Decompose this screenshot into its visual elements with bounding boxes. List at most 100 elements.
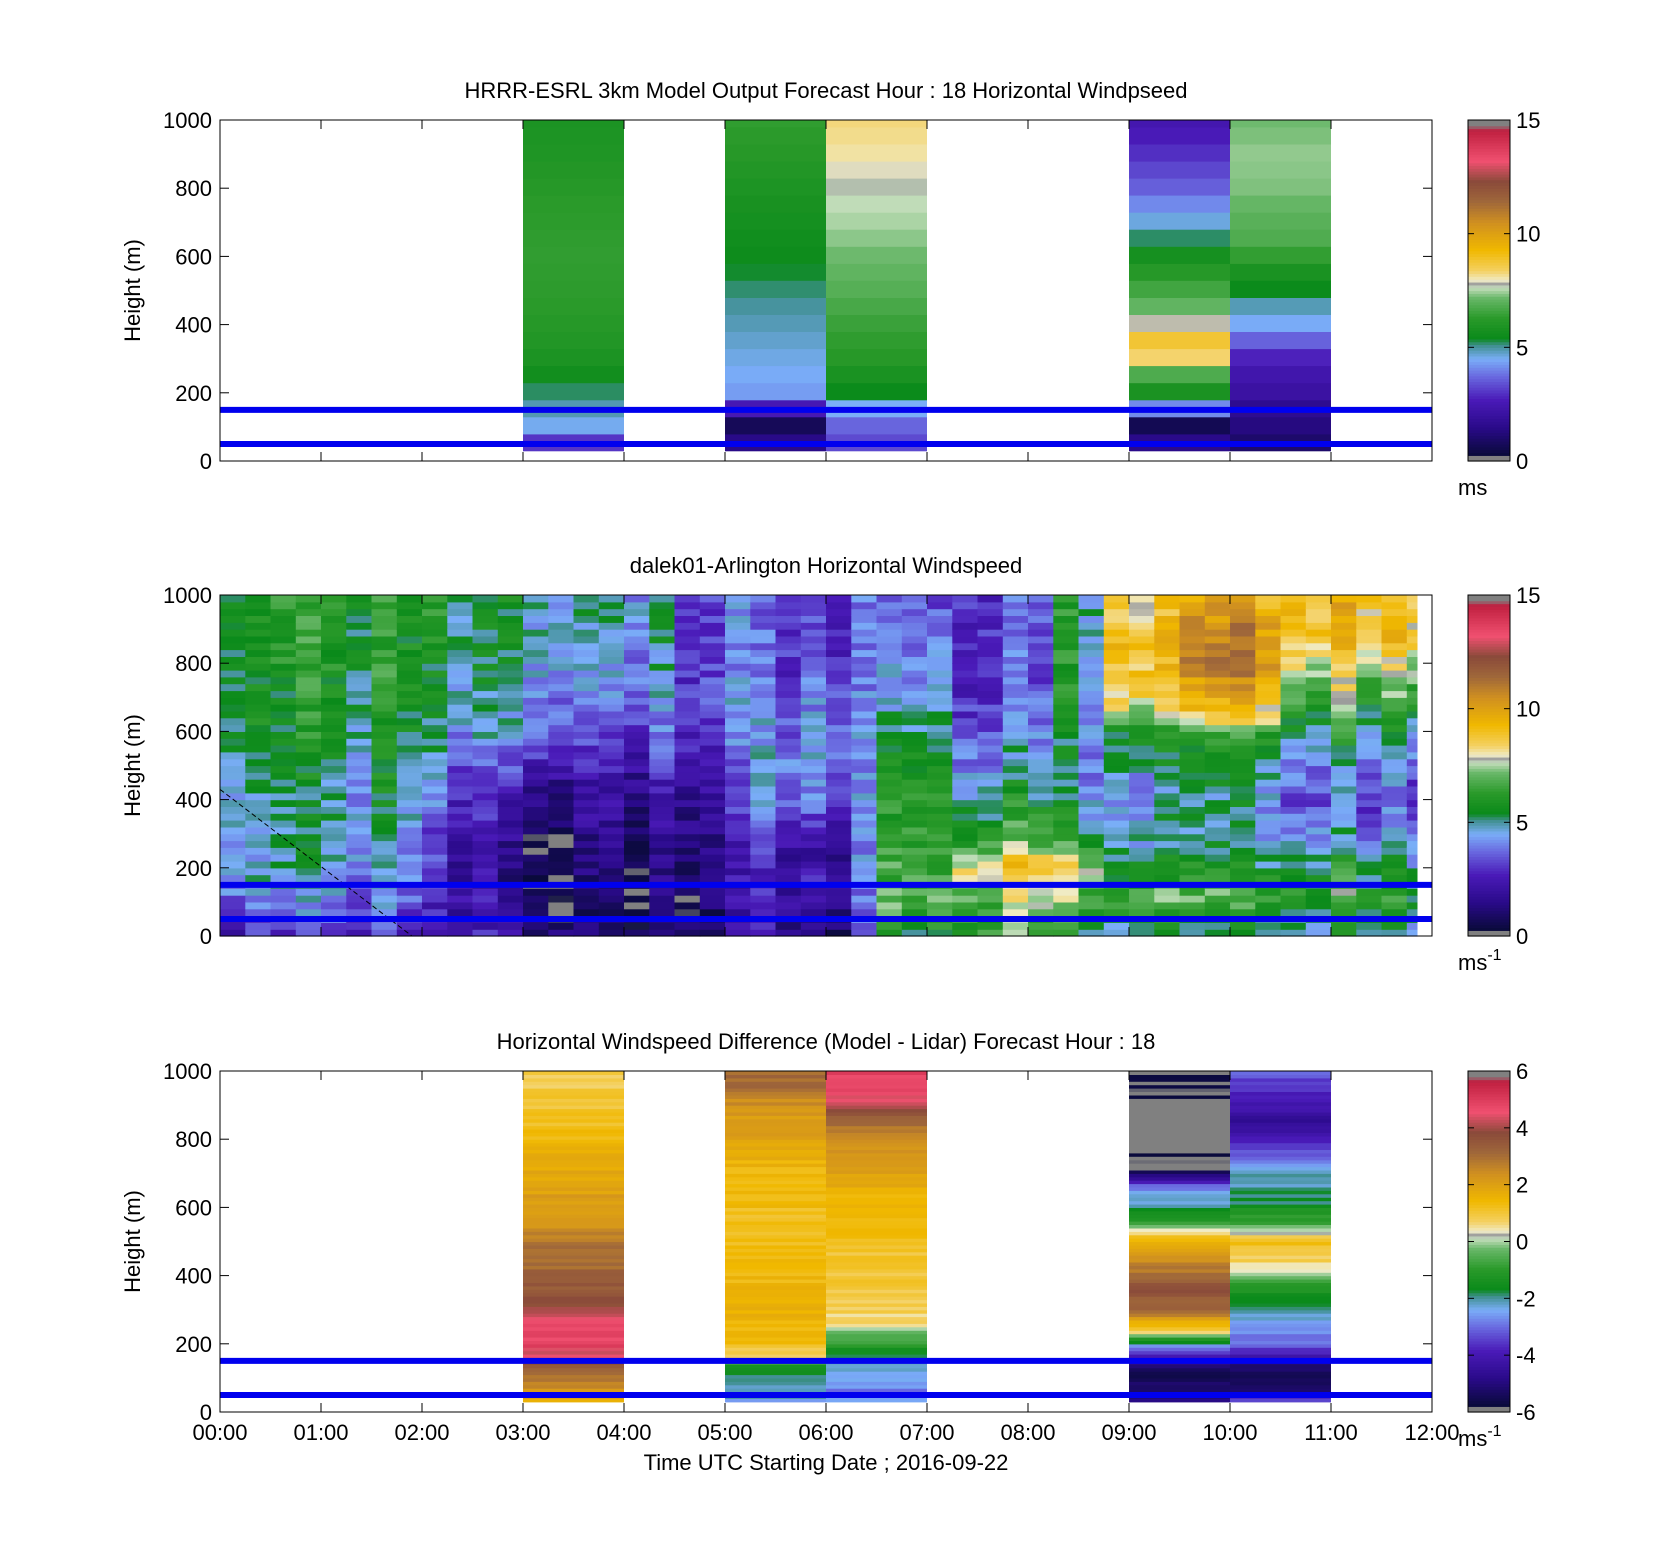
heatmap-cell bbox=[725, 160, 826, 179]
colorbar-band bbox=[1468, 1213, 1510, 1217]
heatmap-cell bbox=[472, 799, 499, 807]
heatmap-cell bbox=[1053, 724, 1080, 732]
heatmap-cell bbox=[295, 867, 322, 876]
heatmap-cell bbox=[245, 751, 272, 760]
heatmap-cell bbox=[1129, 608, 1155, 616]
heatmap-cell bbox=[1179, 765, 1206, 773]
heatmap-cell bbox=[800, 820, 827, 828]
heatmap-cell bbox=[901, 758, 928, 767]
heatmap-cell bbox=[346, 765, 373, 773]
colorbar-band bbox=[1468, 321, 1510, 326]
heatmap-cell bbox=[472, 670, 499, 678]
heatmap-cell bbox=[649, 901, 676, 910]
heatmap-cell bbox=[295, 908, 322, 917]
heatmap-cell bbox=[295, 758, 322, 767]
heatmap-cell bbox=[952, 642, 979, 651]
heatmap-cell bbox=[1305, 833, 1332, 842]
heatmap-cell bbox=[497, 792, 524, 801]
heatmap-cell bbox=[1129, 1289, 1230, 1294]
heatmap-cell bbox=[1179, 922, 1206, 930]
heatmap-cell bbox=[1204, 738, 1231, 746]
heatmap-cell bbox=[497, 629, 524, 637]
heatmap-cell bbox=[1103, 779, 1130, 787]
heatmap-cell bbox=[396, 710, 423, 719]
heatmap-cell bbox=[1002, 772, 1029, 780]
heatmap-cell bbox=[649, 608, 676, 616]
heatmap-cell bbox=[876, 690, 903, 698]
heatmap-cell bbox=[725, 874, 751, 882]
heatmap-cell bbox=[1028, 642, 1054, 651]
heatmap-cell bbox=[1154, 608, 1181, 616]
colorbar-band bbox=[1468, 162, 1510, 167]
heatmap-cell bbox=[624, 813, 650, 821]
heatmap-cell bbox=[295, 833, 322, 842]
heatmap-cell bbox=[1154, 908, 1181, 917]
heatmap-cell bbox=[1331, 601, 1357, 610]
heatmap-cell bbox=[1179, 861, 1206, 869]
heatmap-cell bbox=[220, 867, 246, 876]
heatmap-cell bbox=[1230, 1384, 1331, 1389]
heatmap-cell bbox=[1230, 1227, 1331, 1232]
heatmap-cell bbox=[826, 1268, 927, 1273]
heatmap-cell bbox=[876, 642, 903, 651]
heatmap-cell bbox=[270, 595, 297, 603]
heatmap-cell bbox=[523, 1323, 624, 1328]
heatmap-cell bbox=[523, 1156, 624, 1161]
heatmap-cell bbox=[523, 1173, 624, 1178]
heatmap-cell bbox=[927, 758, 953, 767]
heatmap-cell bbox=[1230, 1265, 1331, 1270]
heatmap-cell bbox=[472, 847, 499, 855]
heatmap-cell bbox=[725, 1108, 826, 1113]
heatmap-cell bbox=[1230, 1197, 1331, 1202]
heatmap-cell bbox=[1356, 745, 1383, 753]
heatmap-cell bbox=[1103, 649, 1130, 657]
heatmap-cell bbox=[750, 895, 777, 903]
heatmap-cell bbox=[447, 922, 474, 930]
heatmap-cell bbox=[295, 854, 322, 862]
heatmap-cell bbox=[447, 704, 474, 712]
heatmap-cell bbox=[876, 772, 903, 780]
heatmap-cell bbox=[295, 799, 322, 807]
heatmap-cell bbox=[1230, 1275, 1331, 1280]
heatmap-cell bbox=[1028, 670, 1054, 678]
colorbar-band bbox=[1468, 882, 1510, 886]
heatmap-cell bbox=[321, 635, 347, 644]
heatmap-cell bbox=[523, 656, 549, 664]
heatmap-cell bbox=[826, 1169, 927, 1174]
heatmap-cell bbox=[295, 676, 322, 685]
heatmap-cell bbox=[573, 751, 600, 760]
heatmap-cell bbox=[472, 854, 499, 862]
heatmap-cell bbox=[901, 786, 928, 794]
heatmap-cell bbox=[800, 765, 827, 773]
heatmap-cell bbox=[1230, 1190, 1331, 1195]
heatmap-cell bbox=[472, 820, 499, 828]
heatmap-cell bbox=[1053, 656, 1080, 664]
heatmap-cell bbox=[270, 608, 297, 616]
heatmap-cell bbox=[1028, 738, 1054, 746]
heatmap-cell bbox=[523, 212, 624, 230]
heatmap-cell bbox=[497, 595, 524, 603]
heatmap-cell bbox=[497, 710, 524, 719]
heatmap-cell bbox=[523, 1221, 624, 1225]
heatmap-cell bbox=[649, 704, 676, 712]
heatmap-cell bbox=[977, 779, 1004, 787]
heatmap-cell bbox=[1230, 642, 1256, 651]
heatmap-cell bbox=[649, 629, 676, 637]
heatmap-cell bbox=[977, 806, 1004, 814]
colorbar-band bbox=[1468, 862, 1510, 866]
colorbar-band bbox=[1468, 1400, 1510, 1405]
heatmap-cell bbox=[775, 799, 802, 807]
heatmap-cell bbox=[725, 1289, 826, 1294]
heatmap-cell bbox=[977, 608, 1004, 616]
heatmap-cell bbox=[523, 1354, 624, 1358]
heatmap-cell bbox=[1129, 1115, 1230, 1120]
heatmap-cell bbox=[548, 922, 575, 930]
heatmap-cell bbox=[750, 751, 777, 760]
heatmap-cell bbox=[1331, 635, 1357, 644]
heatmap-cell bbox=[523, 1384, 624, 1389]
heatmap-cell bbox=[826, 1159, 927, 1164]
heatmap-cell bbox=[523, 1330, 624, 1335]
heatmap-cell bbox=[1129, 861, 1155, 869]
heatmap-cell bbox=[1305, 786, 1332, 794]
heatmap-cell bbox=[1305, 697, 1332, 705]
